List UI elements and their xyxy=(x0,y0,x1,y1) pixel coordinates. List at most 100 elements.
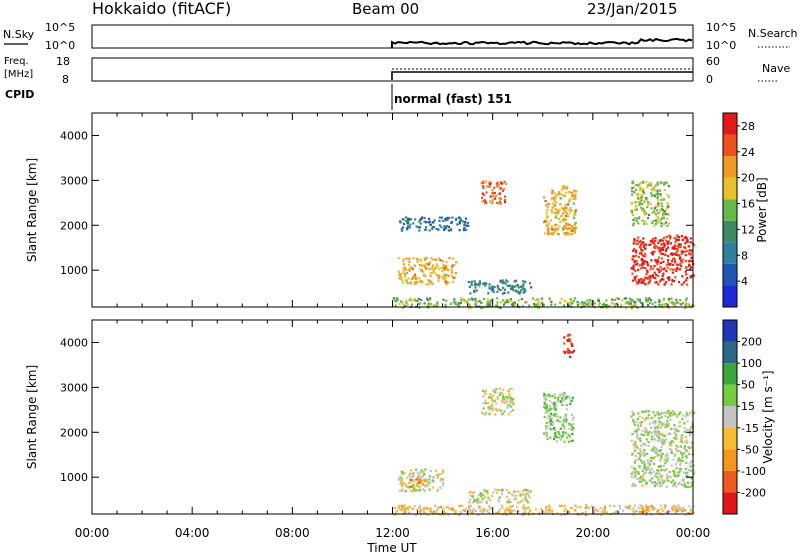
data-cell xyxy=(555,440,558,443)
data-cell xyxy=(496,290,499,293)
data-cell xyxy=(632,224,635,227)
data-cell xyxy=(485,500,488,503)
data-cell xyxy=(672,470,676,473)
data-cell xyxy=(413,504,416,508)
data-cell xyxy=(412,475,415,478)
data-cell xyxy=(418,277,421,280)
data-cell xyxy=(428,488,431,491)
data-cell xyxy=(522,504,525,507)
data-cell xyxy=(547,232,550,235)
data-cell xyxy=(410,480,413,483)
data-cell xyxy=(643,465,646,468)
data-cell xyxy=(431,282,434,285)
data-cell xyxy=(415,225,418,228)
data-cell xyxy=(656,259,659,262)
data-cell xyxy=(681,478,684,482)
data-cell xyxy=(630,210,633,213)
data-cell xyxy=(425,221,428,224)
data-cell xyxy=(496,398,499,401)
data-cell xyxy=(673,259,677,262)
data-cell xyxy=(666,459,669,463)
data-cell xyxy=(633,261,636,264)
data-cell xyxy=(401,507,404,510)
data-cell xyxy=(667,297,671,301)
data-cell xyxy=(571,418,574,421)
data-cell xyxy=(554,230,557,234)
data-cell xyxy=(662,260,665,263)
data-cell xyxy=(645,504,648,507)
data-cell xyxy=(482,508,485,511)
data-cell xyxy=(565,207,568,210)
data-cell xyxy=(492,491,495,494)
data-cell xyxy=(554,393,557,396)
data-cell xyxy=(560,298,563,301)
data-cell xyxy=(488,406,491,409)
data-cell xyxy=(650,416,653,419)
data-cell xyxy=(664,455,667,458)
data-cell xyxy=(677,507,680,510)
beam-title: Beam 00 xyxy=(352,0,419,18)
data-cell xyxy=(421,475,424,479)
data-cell xyxy=(554,228,557,231)
data-cell xyxy=(459,218,462,221)
data-cell xyxy=(647,184,650,187)
data-cell xyxy=(576,301,579,304)
data-cell xyxy=(400,227,403,231)
data-cell xyxy=(468,491,471,494)
data-cell xyxy=(427,279,430,282)
data-cell xyxy=(474,300,477,303)
data-cell xyxy=(408,299,411,302)
data-cell xyxy=(496,181,499,184)
data-cell xyxy=(429,297,432,300)
data-cell xyxy=(689,465,692,468)
data-cell xyxy=(554,211,557,215)
data-cell xyxy=(520,289,523,292)
data-cell xyxy=(473,498,476,501)
data-cell xyxy=(613,303,616,306)
data-cell xyxy=(653,250,656,253)
data-cell xyxy=(630,465,633,468)
data-cell xyxy=(548,232,552,235)
data-cell xyxy=(412,222,415,225)
data-cell xyxy=(564,214,567,218)
data-cell xyxy=(671,509,674,512)
data-cell xyxy=(574,209,577,212)
data-cell xyxy=(657,221,660,224)
cpid-label: CPID xyxy=(5,88,34,101)
data-cell xyxy=(638,186,642,189)
data-cell xyxy=(665,410,669,413)
data-cell xyxy=(657,241,660,245)
data-cell xyxy=(652,241,655,244)
data-cell xyxy=(489,301,492,304)
freq-panel: Freq. [MHz] 18 8 60 0 Nave xyxy=(4,55,790,86)
data-cell xyxy=(663,469,667,472)
data-cell xyxy=(405,483,408,486)
data-cell xyxy=(677,504,680,507)
nsearch-tick-bottom: 10^0 xyxy=(706,39,736,52)
data-cell xyxy=(658,189,662,192)
data-cell xyxy=(642,478,646,481)
data-cell xyxy=(648,279,651,283)
data-cell xyxy=(692,274,695,277)
data-cell xyxy=(490,397,493,400)
data-cell xyxy=(657,256,661,259)
data-cell xyxy=(402,260,405,263)
data-cell xyxy=(557,210,560,213)
data-cell xyxy=(658,439,661,442)
data-cell xyxy=(635,473,638,476)
data-cell xyxy=(635,207,638,210)
data-cell xyxy=(528,282,532,285)
data-cell xyxy=(593,302,596,305)
data-cell xyxy=(543,397,546,401)
data-cell xyxy=(569,298,572,301)
data-cell xyxy=(412,483,415,487)
data-cell xyxy=(674,276,677,279)
data-cell xyxy=(494,391,497,394)
data-cell xyxy=(546,215,550,218)
data-cell xyxy=(443,265,446,268)
data-cell xyxy=(647,508,651,511)
data-cell xyxy=(545,212,548,215)
data-cell xyxy=(639,197,642,201)
data-cell xyxy=(490,299,493,302)
data-cell xyxy=(548,399,552,403)
